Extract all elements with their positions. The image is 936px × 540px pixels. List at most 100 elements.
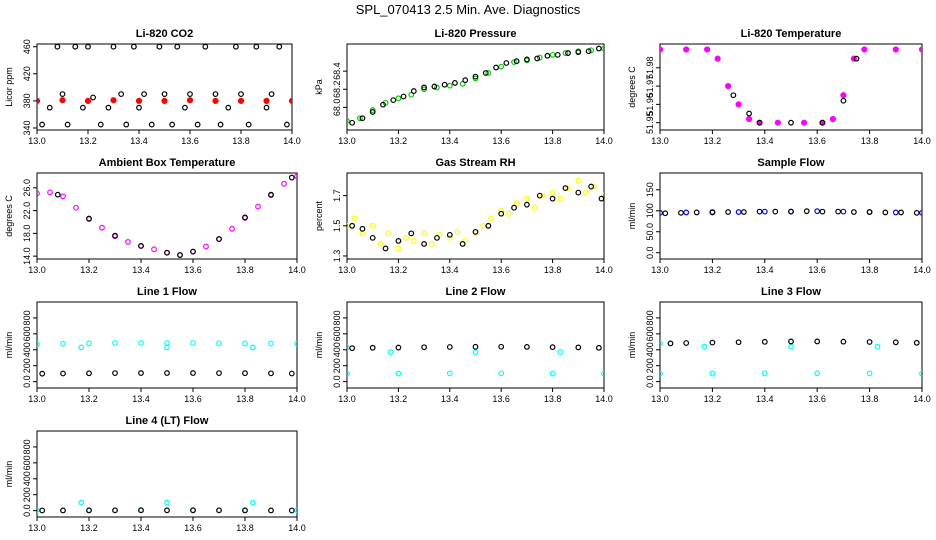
data-point-line3-open — [814, 338, 821, 345]
y-tick-label: 200 — [22, 487, 32, 502]
data-point-line2-open — [395, 344, 402, 351]
y-tick-label: 800 — [22, 310, 32, 325]
x-tick-label: 13.8 — [544, 265, 562, 275]
data-point-co2-open — [148, 121, 155, 128]
data-point-temp-fill — [774, 119, 782, 126]
data-point-temp-fill — [660, 46, 664, 53]
plot-frame — [659, 43, 923, 131]
y-tick-label: 0.0 — [645, 375, 655, 388]
data-point-line3-fill — [660, 370, 663, 377]
y-tick-label: 400 — [645, 342, 655, 357]
data-point-line2-fill — [601, 370, 604, 377]
x-tick-label: 13.4 — [132, 523, 150, 533]
data-point-temp-open — [819, 119, 826, 126]
data-point-line2-open — [595, 344, 602, 351]
data-point-rh-fill — [480, 222, 487, 229]
data-point-line3-fill — [788, 343, 794, 350]
data-point-line4-open — [164, 507, 170, 514]
data-point-temp-fill — [745, 115, 753, 123]
x-tick-label: 13.2 — [390, 265, 408, 275]
data-point-ambient-fill — [229, 225, 235, 232]
data-point-co2-open — [118, 91, 125, 98]
chart-panel-1: Li-820 CO2 13.0 13.2 13.4 13.6 13.8 14.0 340 380… — [4, 28, 301, 146]
chart-panel-5: Gas Stream RH 13.0 13.2 13.4 13.6 13.8 14.0 1.3… — [314, 157, 613, 275]
chart-title: Line 2 Flow — [446, 286, 506, 298]
data-point-rh-open — [562, 185, 569, 191]
plot-frame — [346, 43, 605, 131]
data-point-co2-open — [202, 44, 209, 50]
data-point-sample-open — [866, 209, 873, 215]
data-point-co2-open — [238, 91, 244, 98]
y-tick-label: 150 — [645, 182, 655, 197]
data-point-co2-fill — [37, 97, 41, 104]
x-tick-label: 13.2 — [390, 136, 408, 146]
x-tick-label: 14.0 — [595, 265, 613, 275]
data-point-temp-fill — [714, 55, 721, 62]
data-point-line1-open — [60, 370, 66, 377]
data-point-co2-open — [97, 121, 104, 128]
data-point-rh-fill — [531, 204, 538, 211]
y-tick-label: 600 — [332, 326, 342, 341]
data-point-rh-fill — [524, 195, 530, 202]
data-point-rh-open — [446, 231, 453, 238]
data-point-rh-fill — [377, 241, 384, 247]
data-layer — [37, 173, 297, 258]
y-tick-label: 51.97 — [645, 75, 655, 98]
data-point-ambient-fill — [125, 239, 131, 245]
data-point-sample-open — [835, 208, 842, 215]
data-point-co2-open — [141, 91, 148, 98]
data-point-temp-open — [840, 97, 847, 104]
data-point-pressure-fill — [498, 63, 505, 70]
data-point-rh-open — [588, 183, 595, 190]
data-point-sample-fill — [814, 208, 821, 215]
data-point-pressure-fill — [347, 118, 350, 124]
y-tick-label: 0.0 — [22, 375, 32, 388]
data-point-pressure-open — [524, 56, 530, 63]
data-point-pressure-open — [482, 70, 489, 76]
data-point-pressure-fill — [446, 82, 453, 89]
data-point-line3-open — [840, 338, 847, 345]
data-point-ambient-fill — [99, 224, 105, 231]
data-point-rh-open — [434, 234, 440, 241]
y-axis-label: degrees C — [627, 66, 637, 108]
data-point-temp-fill — [918, 46, 922, 53]
x-tick-label: 13.0 — [651, 265, 669, 275]
x-tick-label: 13.0 — [28, 523, 46, 533]
data-point-pressure-open — [431, 83, 438, 90]
x-tick-label: 13.6 — [808, 265, 826, 275]
data-layer — [37, 44, 292, 128]
x-tick-label: 13.8 — [232, 136, 250, 146]
data-point-ambient-open — [216, 236, 222, 242]
data-point-co2-open — [161, 91, 168, 98]
data-point-co2-open — [225, 104, 232, 111]
y-axis-label: ml/min — [627, 203, 637, 230]
data-point-sample-open — [709, 209, 716, 216]
data-point-rh-open — [408, 230, 415, 237]
y-tick-label: 200 — [645, 358, 655, 373]
data-point-line4-fill — [164, 499, 170, 506]
data-point-pressure-fill — [562, 50, 569, 56]
data-point-line3-fill — [814, 370, 821, 377]
data-point-co2-fill — [135, 97, 143, 104]
x-tick-label: 13.6 — [181, 136, 199, 146]
data-point-co2-open — [110, 44, 117, 50]
x-tick-label: 13.8 — [861, 136, 879, 146]
data-point-pressure-open — [400, 93, 407, 100]
y-tick-label: 22.0 — [22, 202, 32, 220]
x-tick-label: 14.0 — [288, 523, 306, 533]
data-point-line2-open — [421, 344, 428, 351]
chart-title: Ambient Box Temperature — [99, 157, 236, 169]
x-tick-label: 13.2 — [80, 523, 98, 533]
data-point-rh-fill — [446, 234, 453, 241]
data-point-pressure-fill — [485, 70, 492, 76]
data-point-line3-fill — [761, 370, 768, 377]
data-layer — [347, 177, 604, 252]
data-point-temp-open — [756, 119, 763, 126]
x-tick-label: 13.8 — [236, 394, 254, 404]
chart-panel-3: Li-820 Temperature 13.0 13.2 13.4 13.6 13.8 14… — [627, 28, 931, 146]
x-tick-label: 13.4 — [756, 394, 774, 404]
data-point-line2-fill — [446, 370, 453, 377]
data-point-rh-fill — [583, 189, 589, 196]
x-tick-label: 13.6 — [808, 136, 826, 146]
data-point-co2-open — [59, 91, 66, 98]
